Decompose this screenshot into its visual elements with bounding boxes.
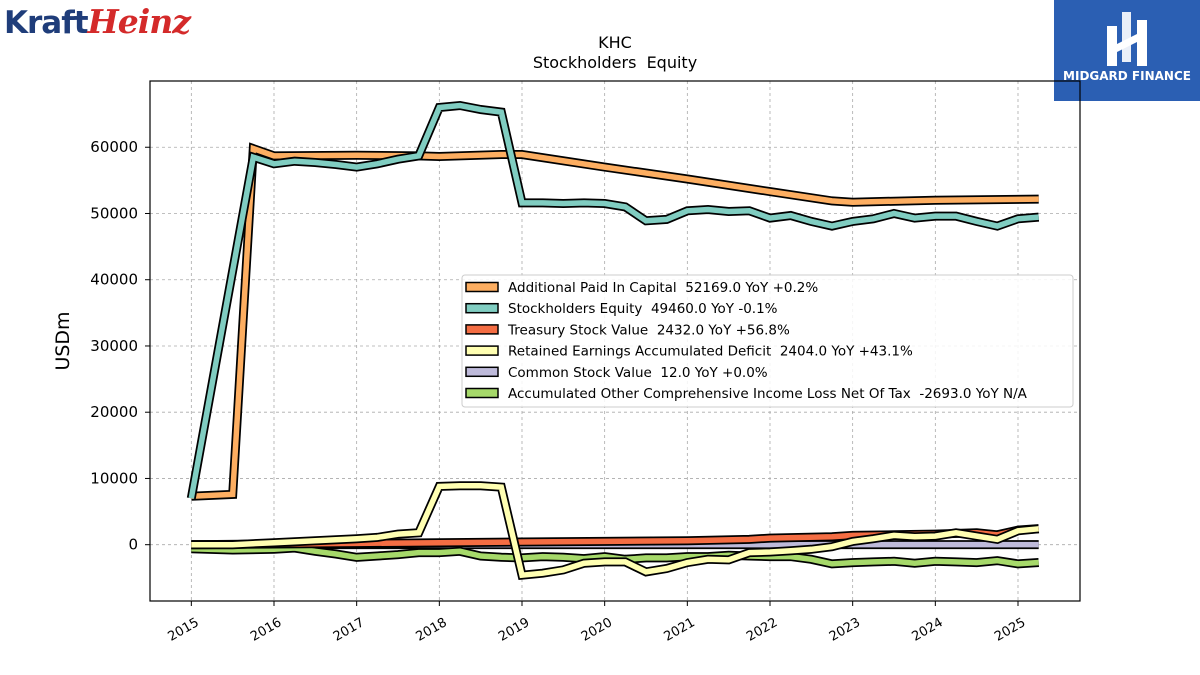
legend-swatch: [465, 366, 499, 378]
legend-swatch: [465, 324, 499, 335]
logo-text-kraft: Kraft: [4, 5, 89, 41]
x-tick-label: 2020: [579, 615, 615, 645]
x-tick-label: 2021: [662, 615, 698, 645]
legend-label: Common Stock Value 12.0 YoY +0.0%: [508, 365, 768, 381]
legend-swatch: [465, 281, 499, 293]
x-tick-label: 2024: [910, 615, 946, 645]
y-tick-label: 20000: [90, 403, 138, 421]
series-line-3: [191, 482, 1039, 579]
legend-label: Additional Paid In Capital 52169.0 YoY +…: [508, 280, 818, 296]
legend-label: Treasury Stock Value 2432.0 YoY +56.8%: [507, 322, 790, 338]
legend: Additional Paid In Capital 52169.0 YoY +…: [461, 274, 1074, 408]
series-line-5: [191, 545, 1039, 567]
logo-text-heinz: Heinz: [87, 2, 191, 41]
chart-title: KHC: [598, 33, 632, 52]
x-tick-label: 2022: [744, 615, 780, 645]
legend-swatch: [465, 387, 499, 399]
kraft-heinz-logo: Kraft Heinz: [4, 2, 191, 42]
y-tick-label: 50000: [90, 204, 138, 222]
x-tick-label: 2019: [496, 615, 532, 645]
legend-swatch: [465, 302, 499, 314]
y-tick-label: 40000: [90, 271, 138, 289]
x-tick-label: 2015: [166, 615, 202, 645]
series-lines: [186, 100, 1040, 581]
legend-swatch: [465, 345, 499, 356]
y-tick-label: 0: [128, 536, 138, 554]
y-tick-label: 10000: [90, 469, 138, 487]
midgard-finance-text: MIDGARD FINANCE: [1063, 69, 1191, 83]
series-line-1: [188, 102, 1039, 499]
x-tick-label: 2025: [992, 615, 1028, 645]
legend-label: Accumulated Other Comprehensive Income L…: [508, 386, 1028, 402]
y-tick-label: 60000: [90, 138, 138, 156]
legend-box: [461, 274, 1074, 408]
chart-subtitle: Stockholders Equity: [533, 53, 697, 72]
x-tick-label: 2018: [414, 615, 450, 645]
x-tick-label: 2023: [827, 615, 863, 645]
midgard-emblem-icon: [1107, 12, 1147, 66]
x-axis-ticks: 2015 2016 2017 2018 2019 2020 2021 2022 2023 2024…: [166, 601, 1028, 645]
legend-label: Stockholders Equity 49460.0 YoY -0.1%: [508, 301, 778, 317]
y-axis-ticks: 0 10000 20000 30000 40000 50000 60000: [90, 138, 150, 554]
midgard-finance-logo: MIDGARD FINANCE: [1054, 0, 1200, 101]
x-tick-label: 2017: [331, 615, 367, 645]
plot-frame: [149, 80, 1081, 602]
x-tick-label: 2016: [248, 615, 284, 645]
y-axis-label: USDm: [52, 311, 74, 370]
legend-label: Retained Earnings Accumulated Deficit 24…: [508, 344, 913, 360]
y-tick-label: 30000: [90, 337, 138, 355]
